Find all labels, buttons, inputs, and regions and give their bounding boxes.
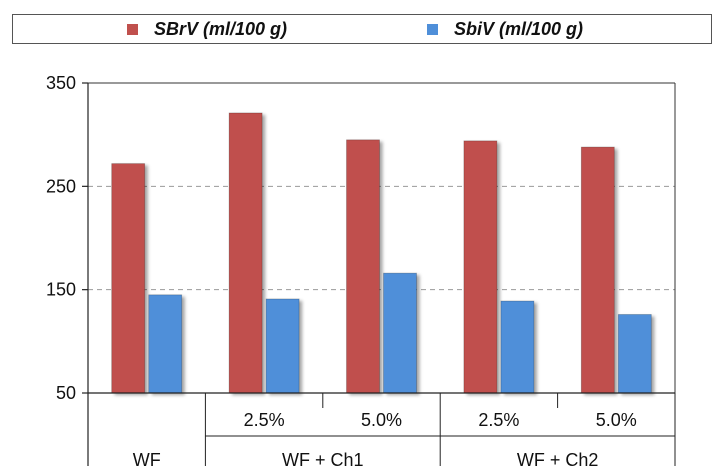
bar-sbrv (111, 163, 146, 394)
legend-swatch-sbrv (127, 24, 138, 35)
x-group-label: WF + Ch2 (517, 450, 599, 466)
legend-item-sbiv: SbiV (ml/100 g) (427, 19, 583, 40)
bar-sbrv (228, 112, 263, 394)
y-tick-label: 250 (46, 176, 76, 196)
bar-sbiv (383, 272, 417, 394)
bar-sbrv (463, 140, 498, 394)
bar-sbiv (617, 314, 652, 394)
x-group-label: WF (133, 450, 161, 466)
x-sub-label: 5.0% (361, 410, 402, 430)
bar-sbrv (580, 146, 615, 394)
bar-sbrv (346, 139, 380, 394)
y-tick-label: 50 (56, 383, 76, 403)
y-tick-label: 150 (46, 280, 76, 300)
legend-swatch-sbiv (427, 24, 438, 35)
chart-legend: SBrV (ml/100 g) SbiV (ml/100 g) (12, 14, 712, 44)
x-sub-label: 2.5% (478, 410, 519, 430)
legend-label-sbiv: SbiV (ml/100 g) (454, 19, 584, 39)
bar-sbiv (148, 294, 183, 394)
legend-item-sbrv: SBrV (ml/100 g) (127, 19, 287, 40)
x-group-label: WF + Ch1 (282, 450, 364, 466)
legend-label-sbrv: SBrV (ml/100 g) (154, 19, 288, 39)
x-sub-label: 5.0% (596, 410, 637, 430)
bar-sbiv (265, 298, 300, 394)
bar-sbiv (500, 300, 535, 394)
x-sub-label: 2.5% (244, 410, 285, 430)
y-tick-label: 350 (46, 73, 76, 93)
